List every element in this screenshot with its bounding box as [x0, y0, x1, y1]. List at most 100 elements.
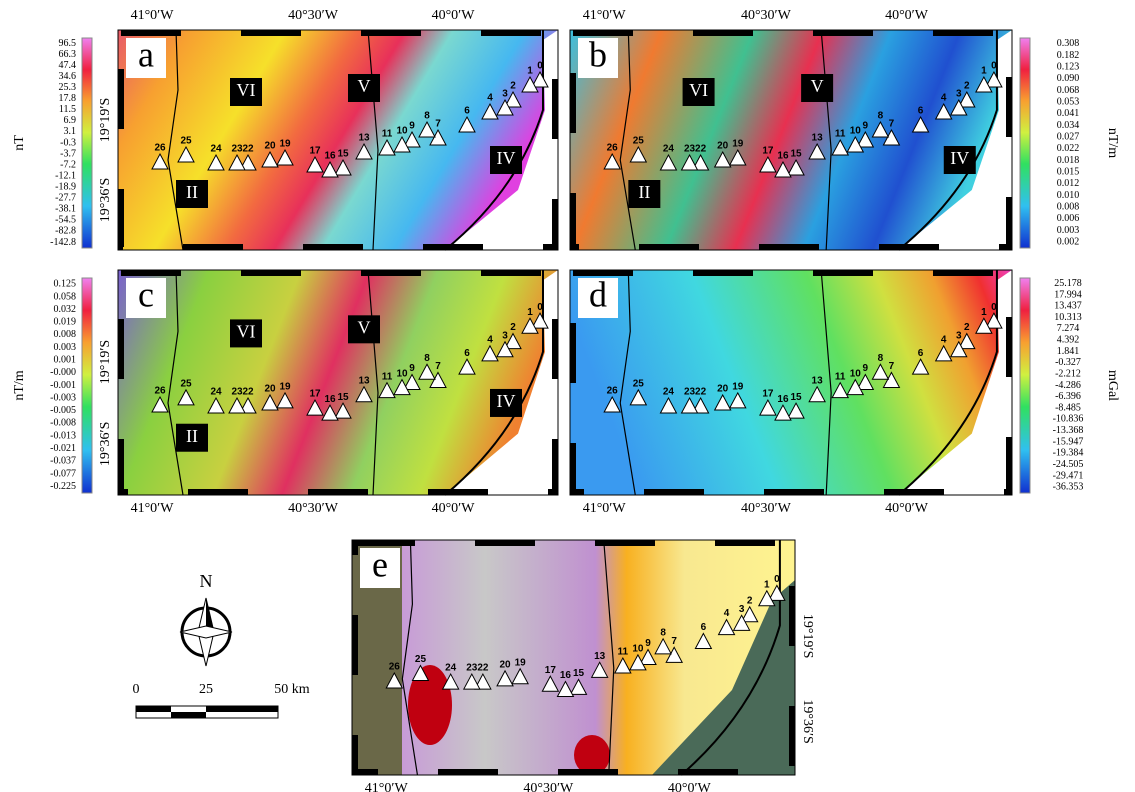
colorbar-label: 0.018 — [1057, 155, 1080, 166]
station-label: 24 — [445, 663, 457, 674]
station-label: 25 — [633, 136, 645, 147]
colorbar-label: 0.006 — [1057, 213, 1080, 224]
latitude-label: 19°19′S — [98, 98, 113, 142]
latitude-label: 19°19′S — [800, 614, 815, 658]
colorbar-label: 0.090 — [1057, 73, 1080, 84]
colorbar-label: 0.125 — [54, 279, 77, 290]
longitude-label: 40°0′W — [668, 781, 712, 792]
colorbar-label: 96.5 — [59, 38, 77, 49]
longitude-label: 40°0′W — [885, 501, 929, 516]
colorbar-label: -82.8 — [55, 226, 76, 237]
station-label: 10 — [396, 368, 408, 379]
station-label: 1 — [527, 307, 533, 318]
colorbar-label: 47.4 — [59, 60, 77, 71]
station-label: 9 — [863, 121, 869, 132]
station-label: 1 — [527, 66, 533, 77]
longitude-label: 41°0′W — [583, 501, 627, 516]
longitude-label: 41°0′W — [365, 781, 409, 792]
longitude-label: 40°0′W — [885, 8, 929, 23]
colorbar-label: 3.1 — [64, 126, 77, 137]
colorbar-label: 0.012 — [1057, 178, 1080, 189]
colorbar-label: -4.286 — [1055, 380, 1081, 391]
station-label: 25 — [633, 378, 645, 389]
station-label: 25 — [415, 654, 427, 665]
station-label: 9 — [409, 363, 415, 374]
longitude-label: 40°0′W — [432, 8, 476, 23]
station-label: 17 — [762, 146, 774, 157]
station-label: 20 — [499, 660, 511, 671]
station-label: 2 — [510, 81, 516, 92]
station-label: 26 — [607, 143, 619, 154]
colorbar-label: 0.010 — [1057, 190, 1080, 201]
colorbar — [1020, 38, 1030, 248]
station-label: 3 — [739, 604, 745, 615]
latitude-label: 19°36′S — [800, 699, 815, 743]
station-label: 4 — [941, 335, 947, 346]
colorbar-label: -19.384 — [1053, 448, 1084, 459]
station-label: 11 — [618, 647, 629, 658]
colorbar-label: -0.000 — [50, 367, 76, 378]
station-label: 0 — [991, 61, 997, 72]
station-label: 8 — [878, 111, 884, 122]
longitude-label: 40°30′W — [523, 781, 574, 792]
colorbar-label: -13.368 — [1053, 425, 1084, 436]
panel-letter: a — [138, 34, 154, 74]
region-label: II — [638, 182, 650, 202]
colorbar-label: -29.471 — [1053, 470, 1084, 481]
station-label: 2 — [964, 322, 970, 333]
station-label: 16 — [560, 670, 572, 681]
north-arrow: N — [180, 571, 232, 666]
station-label: 3 — [502, 330, 508, 341]
station-label: 7 — [889, 119, 895, 130]
colorbar-label: -15.947 — [1053, 436, 1084, 447]
station-label: 17 — [762, 389, 774, 400]
station-label: 8 — [424, 111, 430, 122]
station-label: 20 — [717, 141, 729, 152]
colorbar-label: 13.437 — [1054, 301, 1082, 312]
station-label: 3 — [502, 89, 508, 100]
station-label: 15 — [790, 149, 802, 160]
colorbar-unit: mGal — [1105, 370, 1120, 401]
latitude-label: 19°36′S — [98, 422, 113, 466]
panel: bVIVIVII01234678910111315161719202223242… — [570, 8, 1032, 250]
station-label: 23 — [684, 144, 696, 155]
station-label: 26 — [154, 386, 166, 397]
colorbar-label: -3.7 — [60, 148, 76, 159]
colorbar — [82, 38, 92, 248]
station-label: 20 — [264, 384, 276, 395]
station-label: 6 — [464, 106, 470, 117]
colorbar-label: 0.068 — [1057, 85, 1080, 96]
station-label: 10 — [850, 368, 862, 379]
station-label: 6 — [918, 106, 924, 117]
colorbar-label: 1.841 — [1057, 346, 1080, 357]
station-label: 13 — [812, 133, 824, 144]
longitude-label: 41°0′W — [131, 501, 175, 516]
colorbar-label: -7.2 — [60, 159, 76, 170]
region-label: IV — [497, 391, 516, 411]
colorbar-label: -0.005 — [50, 405, 76, 416]
colorbar-label: -0.225 — [50, 481, 76, 492]
panel-letter: c — [138, 274, 154, 314]
station-label: 10 — [396, 126, 408, 137]
station-label: 26 — [154, 143, 166, 154]
region-label: V — [811, 76, 824, 96]
station-label: 15 — [790, 392, 802, 403]
station-label: 6 — [701, 622, 707, 633]
station-label: 0 — [537, 302, 543, 313]
colorbar-label: 0.008 — [54, 329, 77, 340]
colorbar-label: -6.396 — [1055, 391, 1081, 402]
colorbar-label: 4.392 — [1057, 335, 1080, 346]
longitude-label: 40°30′W — [288, 501, 339, 516]
north-label: N — [200, 571, 213, 591]
station-label: 7 — [435, 361, 441, 372]
figure: N 0 25 50 km aVIVIVII0123467891011131516… — [0, 0, 1135, 792]
longitude-label: 40°0′W — [432, 501, 476, 516]
station-label: 17 — [545, 665, 557, 676]
station-label: 16 — [777, 151, 789, 162]
colorbar-label: 25.178 — [1054, 278, 1082, 289]
colorbar-label: 6.9 — [64, 115, 77, 126]
station-label: 4 — [941, 93, 947, 104]
station-label: 13 — [358, 133, 370, 144]
colorbar-label: 0.041 — [1057, 108, 1080, 119]
